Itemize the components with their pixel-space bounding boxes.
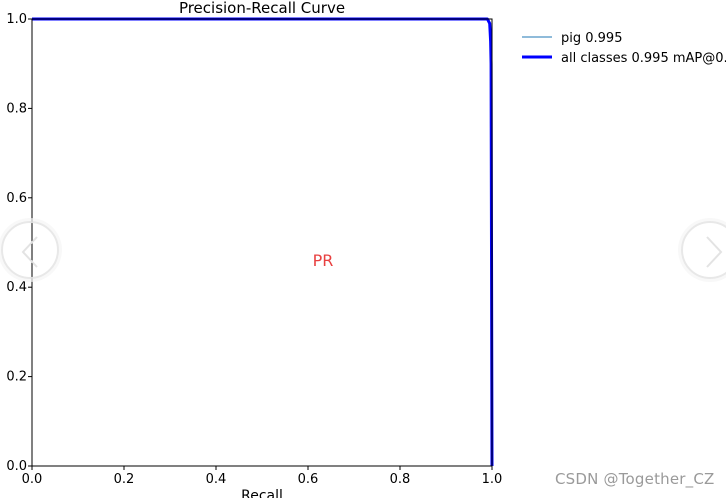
y-tick-label: 0.6 bbox=[6, 191, 27, 206]
series-layer bbox=[32, 17, 494, 467]
chart-title: Precision-Recall Curve bbox=[179, 0, 345, 17]
y-tick-label: 0.0 bbox=[6, 459, 27, 474]
plot-frame bbox=[31, 18, 493, 467]
x-tick-label: 1.0 bbox=[482, 472, 503, 487]
watermark-text: CSDN @Together_CZ bbox=[555, 470, 715, 488]
series-line-pig bbox=[32, 18, 493, 467]
x-tick-label: 0.2 bbox=[114, 472, 135, 487]
x-axis-label: Recall bbox=[241, 488, 283, 498]
legend-entry-label: pig 0.995 bbox=[561, 31, 622, 46]
series-line-all-classes bbox=[32, 17, 494, 467]
carousel-next-button[interactable] bbox=[681, 221, 726, 279]
x-tick-label: 0.8 bbox=[390, 472, 411, 487]
y-tick-label: 0.8 bbox=[6, 101, 27, 116]
chevron-right-icon bbox=[706, 236, 723, 268]
pr-overlay-label: PR bbox=[313, 251, 334, 270]
carousel-prev-button[interactable] bbox=[1, 221, 59, 279]
y-tick-label: 0.4 bbox=[6, 280, 27, 295]
x-tick-label: 0.4 bbox=[206, 472, 227, 487]
y-tick-label: 0.2 bbox=[6, 370, 27, 385]
legend-entry-label: all classes 0.995 mAP@0.5 bbox=[561, 51, 726, 66]
x-tick-label: 0.0 bbox=[22, 472, 43, 487]
legend: pig 0.995 all classes 0.995 mAP@0.5 bbox=[522, 31, 726, 66]
y-tick-label: 1.0 bbox=[6, 12, 27, 27]
x-tick-label: 0.6 bbox=[298, 472, 319, 487]
chevron-left-icon bbox=[21, 236, 38, 268]
